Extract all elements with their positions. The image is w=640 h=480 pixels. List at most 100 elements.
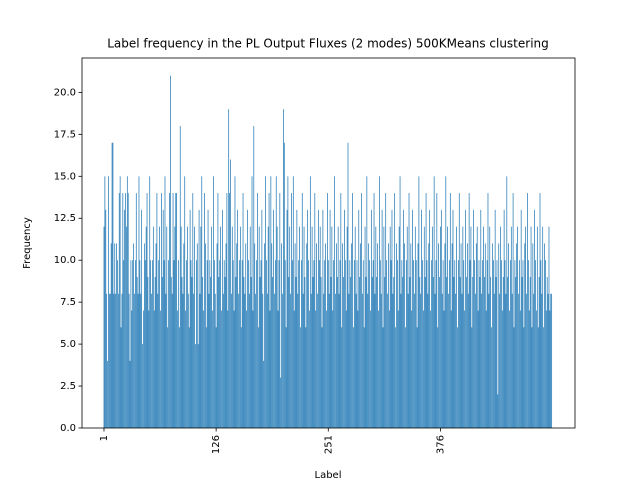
bar: [268, 193, 270, 428]
bar: [124, 209, 125, 428]
bar: [183, 243, 185, 428]
bar: [184, 176, 186, 428]
bar: [375, 226, 377, 428]
bar: [444, 243, 446, 428]
bar: [135, 260, 136, 428]
bar: [379, 260, 381, 428]
bar: [518, 293, 519, 428]
bar: [337, 226, 339, 428]
bar: [515, 276, 517, 428]
bar: [482, 260, 483, 428]
x-axis-label: Label: [315, 470, 342, 480]
bar: [170, 276, 172, 428]
x-tick-label: 1: [99, 435, 110, 441]
bar: [387, 293, 388, 428]
bar: [536, 310, 537, 428]
y-tick-label: 2.5: [60, 381, 76, 392]
bar: [226, 193, 228, 428]
bar: [355, 293, 357, 428]
bar: [339, 260, 341, 428]
bar: [481, 293, 483, 428]
bar: [469, 260, 471, 428]
bar: [175, 193, 177, 428]
bar: [333, 260, 335, 428]
bar: [290, 293, 291, 428]
bar: [269, 310, 271, 428]
bar: [490, 276, 492, 428]
bar: [423, 310, 424, 428]
y-tick-label: 0.0: [60, 423, 76, 434]
bar: [353, 327, 354, 428]
bar: [457, 327, 458, 428]
bar: [256, 260, 257, 428]
bar: [212, 310, 213, 428]
bar: [195, 344, 196, 428]
bar: [288, 276, 290, 428]
bar: [451, 243, 453, 428]
bar: [167, 327, 169, 428]
bar: [380, 293, 382, 428]
bar: [320, 276, 322, 428]
bar: [116, 243, 117, 428]
bar: [523, 327, 525, 428]
bar: [486, 260, 488, 428]
bar: [546, 276, 548, 428]
bar: [379, 176, 380, 428]
bar: [143, 310, 144, 428]
bar: [182, 293, 184, 428]
bar: [532, 243, 534, 428]
bar: [500, 226, 501, 428]
y-tick-label: 12.5: [54, 213, 76, 224]
bar: [545, 260, 546, 428]
bar: [480, 209, 482, 428]
bar: [109, 293, 111, 428]
bar: [342, 243, 343, 428]
bar: [163, 260, 165, 428]
bar: [449, 260, 450, 428]
bar: [492, 243, 493, 428]
bar: [385, 193, 387, 428]
bar: [239, 260, 240, 428]
bar: [519, 260, 520, 428]
bar: [544, 243, 545, 428]
bar: [516, 243, 518, 428]
bar: [242, 193, 244, 428]
bar: [301, 260, 302, 428]
bar: [121, 293, 123, 428]
bar: [510, 260, 511, 428]
chart-title: Label frequency in the PL Output Fluxes …: [107, 37, 549, 51]
bar: [353, 260, 355, 428]
bar: [292, 176, 294, 428]
bar: [171, 293, 173, 428]
bar: [284, 260, 286, 428]
bar: [328, 293, 330, 428]
bar: [316, 243, 317, 428]
bar: [191, 276, 193, 428]
bar: [426, 260, 428, 428]
bar: [361, 193, 362, 428]
bar: [310, 293, 312, 428]
bar: [511, 293, 513, 428]
bar: [250, 276, 252, 428]
bar: [529, 276, 531, 428]
bar: [517, 226, 518, 428]
bar: [207, 209, 209, 428]
bar: [399, 176, 401, 428]
bar: [430, 310, 431, 428]
bar: [136, 276, 138, 428]
bar: [384, 276, 386, 428]
bar: [135, 193, 137, 428]
bar: [306, 243, 308, 428]
bar: [397, 310, 399, 428]
bar: [369, 260, 370, 428]
bar: [551, 293, 553, 428]
bar: [211, 226, 213, 428]
bar: [413, 260, 414, 428]
bar: [319, 226, 321, 428]
bar: [277, 310, 279, 428]
bar: [285, 327, 287, 428]
bar: [543, 327, 544, 428]
bar: [442, 260, 444, 428]
bar: [535, 260, 536, 428]
bar: [161, 193, 162, 428]
